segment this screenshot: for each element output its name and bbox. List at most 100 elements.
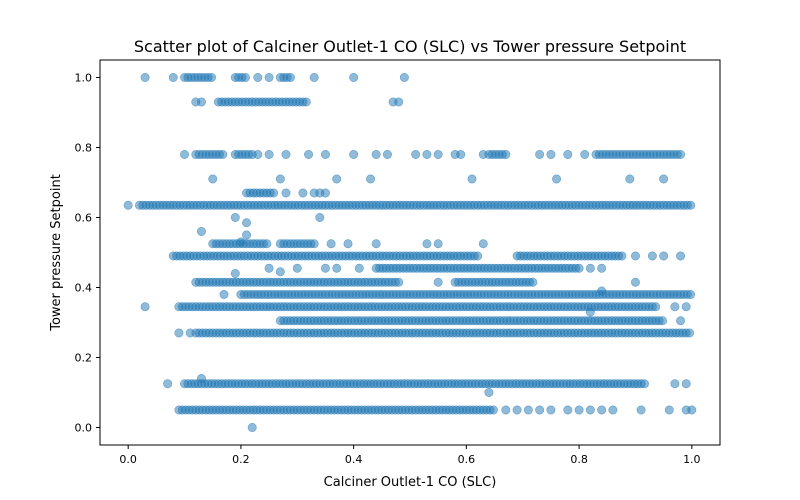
data-point [354,263,364,273]
data-point [580,150,590,160]
data-point [240,73,250,83]
x-tick-label: 0.4 [345,453,363,466]
data-point [275,267,285,277]
chart-title: Scatter plot of Calciner Outlet-1 CO (SL… [134,37,686,56]
data-point [315,213,325,223]
data-point [343,239,353,249]
data-point [281,188,291,198]
data-point [478,239,488,249]
data-point [574,263,584,273]
data-point [636,405,646,415]
data-points [123,73,697,432]
data-point [208,174,218,184]
data-point [670,302,680,312]
data-point [168,73,178,83]
data-point [163,379,173,389]
data-point [371,239,381,249]
data-point [685,328,695,338]
data-point [366,174,376,184]
data-point [630,277,640,287]
data-point [304,150,314,160]
data-point [473,251,483,261]
data-point [180,150,190,160]
data-point [207,73,217,83]
data-point [585,405,595,415]
data-point [219,289,229,299]
data-point [681,302,691,312]
data-point [298,188,308,198]
data-point [230,268,240,278]
data-point [523,405,533,415]
data-point [597,263,607,273]
data-point [320,263,330,273]
data-point [484,387,494,397]
data-point [332,174,342,184]
data-point [320,188,330,198]
x-axis-ticks: 0.0 0.2 0.4 0.6 0.8 1.0 [119,445,701,466]
data-point [185,328,195,338]
data-point [501,405,511,415]
data-point [659,251,669,261]
y-tick-label: 0.6 [75,212,93,225]
data-point [597,286,607,296]
data-point [552,174,562,184]
data-point [625,174,635,184]
data-point [670,379,680,389]
data-point [676,251,686,261]
data-point [456,150,466,160]
y-axis-label: Tower pressure Setpoint [49,174,64,332]
data-point [196,97,206,107]
data-point [123,200,133,210]
data-point [242,230,252,240]
data-point [687,405,697,415]
data-point [292,263,302,273]
data-point [639,379,649,389]
data-point [681,379,691,389]
data-point [140,73,150,83]
data-point [242,218,252,228]
x-tick-label: 0.2 [232,453,250,466]
data-point [422,150,432,160]
data-point [422,239,432,249]
data-point [676,316,686,326]
data-point [585,263,595,273]
data-point [433,239,443,249]
data-point [574,405,584,415]
data-point [326,239,336,249]
data-point [230,213,240,223]
x-axis-label: Calciner Outlet-1 CO (SLC) [324,475,497,490]
data-point [608,405,618,415]
data-point [686,289,696,299]
data-point [528,277,538,287]
y-tick-label: 0.2 [75,352,93,365]
data-point [349,73,359,83]
data-point [309,73,319,83]
data-point [394,97,404,107]
data-point [264,73,274,83]
data-point [262,239,272,249]
data-point [597,405,607,415]
data-point [301,97,311,107]
x-tick-label: 1.0 [683,453,701,466]
y-axis-ticks: 0.0 0.2 0.4 0.6 0.8 1.0 [75,72,100,435]
data-point [546,405,556,415]
data-point [535,150,545,160]
data-point [512,405,522,415]
data-point [218,150,228,160]
data-point [140,302,150,312]
data-point [264,263,274,273]
data-point [247,422,257,432]
y-tick-label: 1.0 [75,72,93,85]
data-point [371,150,381,160]
data-point [686,200,696,210]
data-point [269,188,279,198]
data-point [658,316,668,326]
data-point [664,405,674,415]
data-point [478,150,488,160]
data-point [647,251,657,261]
data-point [659,174,669,184]
data-point [433,277,443,287]
data-point [676,150,686,160]
data-point [501,150,511,160]
